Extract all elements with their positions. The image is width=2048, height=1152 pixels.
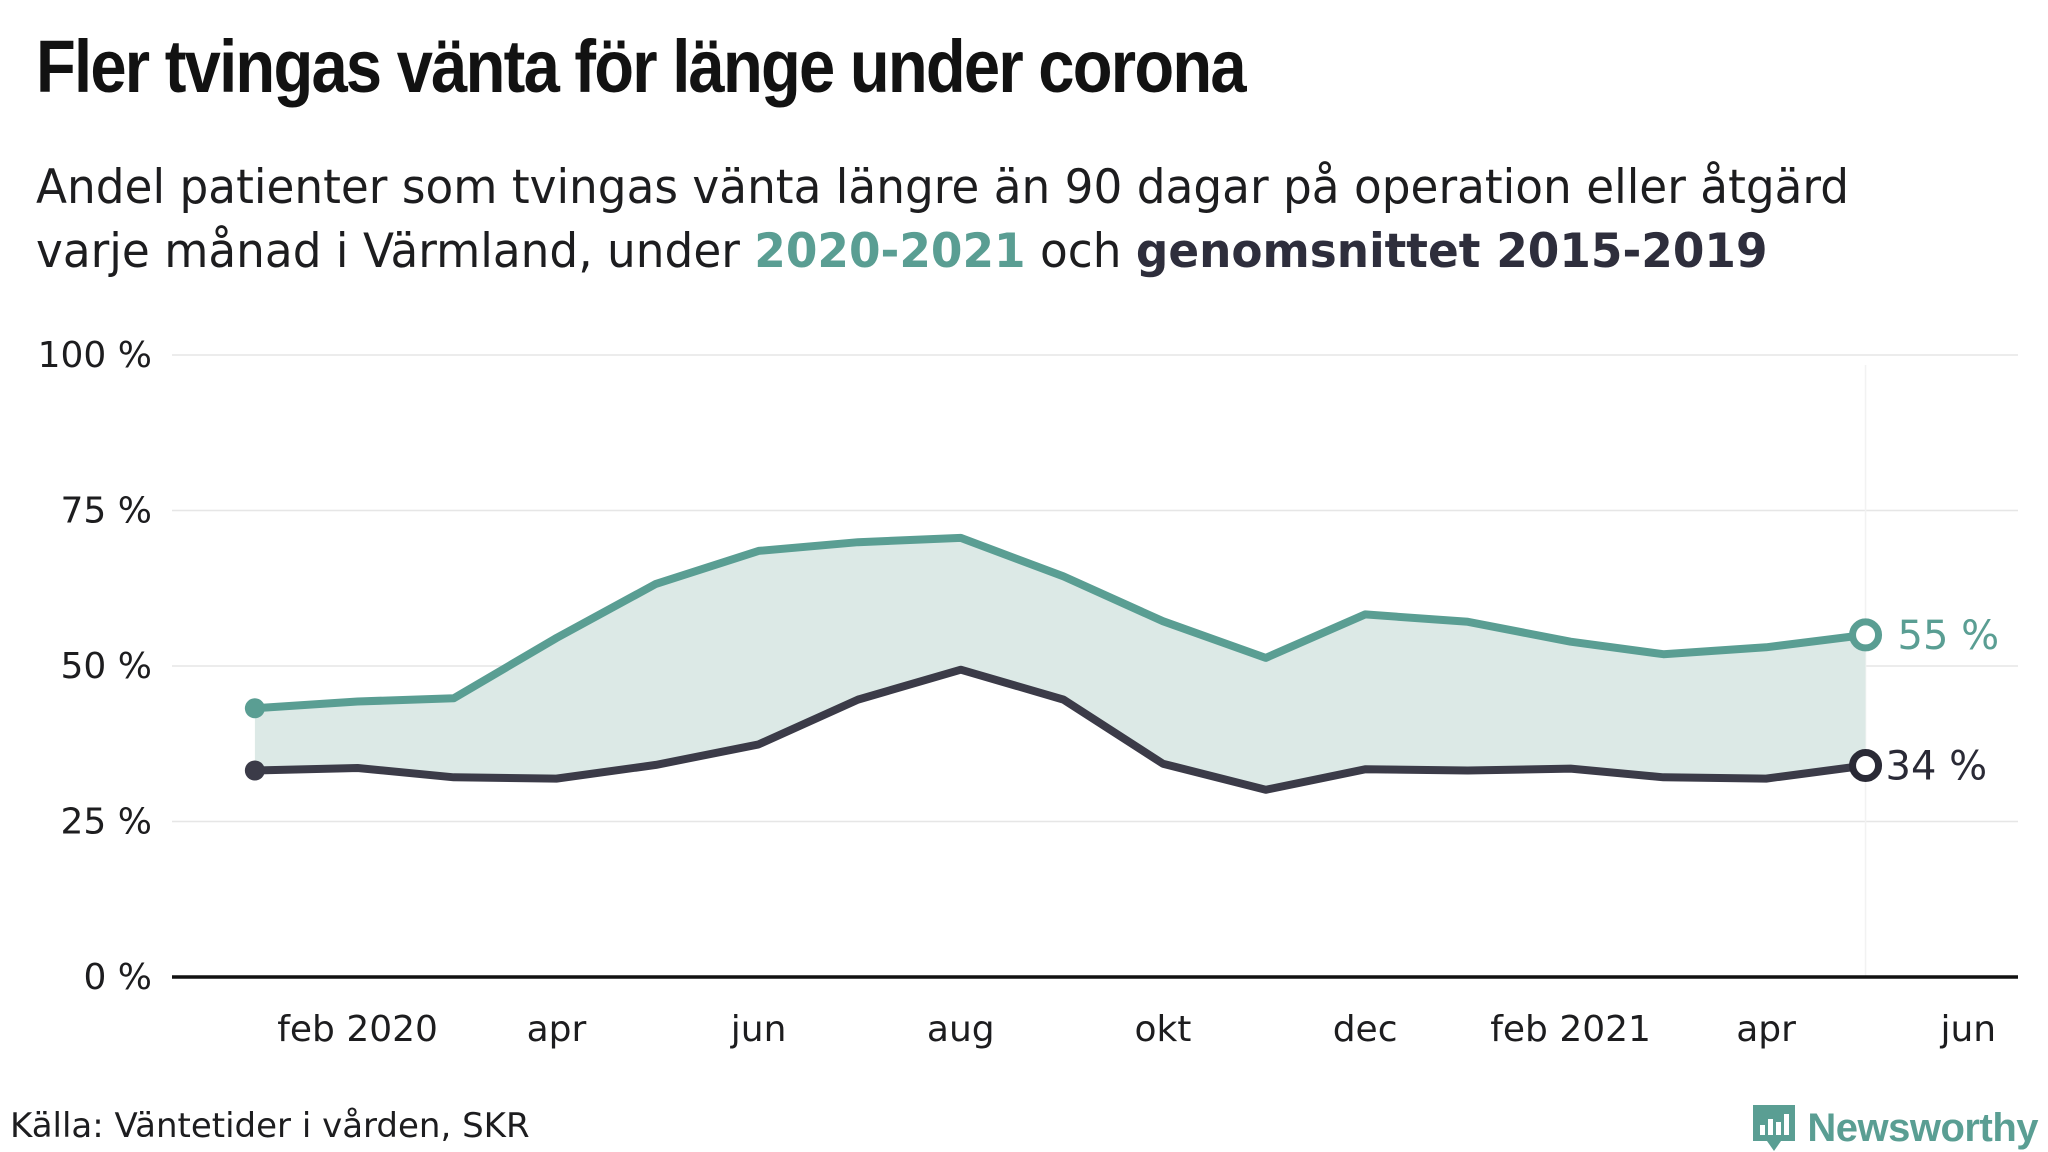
subtitle-highlight-average: genomsnittet 2015-2019 (1135, 224, 1768, 279)
series-line-average (250, 665, 1870, 794)
bar-chart-icon (1753, 1105, 1796, 1151)
x-tick-label: apr (527, 1009, 587, 1050)
y-tick-label: 75 % (61, 491, 152, 532)
end-label-average: 34 % (1886, 744, 1988, 790)
subtitle-middle: och (1025, 224, 1136, 279)
x-tick-label: okt (1134, 1009, 1191, 1050)
series-line-2020-2021 (250, 533, 1870, 713)
difference-area (254, 537, 1866, 790)
subtitle-highlight-2020-2021: 2020-2021 (754, 224, 1026, 279)
start-point-2020-2021 (244, 698, 265, 719)
x-tick-label: feb 2021 (1490, 1009, 1651, 1050)
x-axis-tick-labels: feb 2020 apr jun aug okt dec feb 2021 apr jun (277, 1009, 1996, 1050)
end-point-2020-2021 (1849, 618, 1883, 652)
y-axis-tick-labels: 0 % 25 % 50 % 75 % 100 % (38, 335, 152, 998)
subtitle-line-2-prefix: varje månad i Värmland, under (36, 224, 755, 279)
source-note: Källa: Väntetider i vården, SKR (10, 1106, 530, 1146)
x-tick-label: apr (1736, 1009, 1796, 1050)
y-tick-label: 25 % (61, 802, 152, 843)
y-tick-label: 0 % (83, 957, 152, 998)
x-tick-label: jun (730, 1009, 787, 1050)
area-between-series (254, 537, 1866, 790)
y-tick-label: 100 % (38, 335, 152, 376)
x-tick-label: dec (1333, 1009, 1398, 1050)
y-tick-label: 50 % (61, 646, 152, 687)
chart-title: Fler tvingas vänta för länge under coron… (36, 25, 1247, 108)
x-tick-label: feb 2020 (277, 1009, 438, 1050)
x-tick-label: jun (1939, 1009, 1996, 1050)
brand-name: Newsworthy (1807, 1105, 2038, 1150)
end-value-labels: 55 % 34 % (1886, 613, 2000, 790)
x-tick-label: aug (927, 1009, 995, 1050)
start-point-average (244, 760, 265, 781)
chart-subtitle: Andel patienter som tvingas vänta längre… (36, 156, 1849, 284)
series-lines (250, 533, 1870, 794)
end-label-2020-2021: 55 % (1898, 613, 2000, 659)
subtitle-line-1: Andel patienter som tvingas vänta längre… (36, 160, 1850, 215)
series-markers (244, 618, 1883, 783)
newsworthy-logo: Newsworthy (1751, 1098, 2038, 1152)
end-point-average (1849, 749, 1883, 783)
